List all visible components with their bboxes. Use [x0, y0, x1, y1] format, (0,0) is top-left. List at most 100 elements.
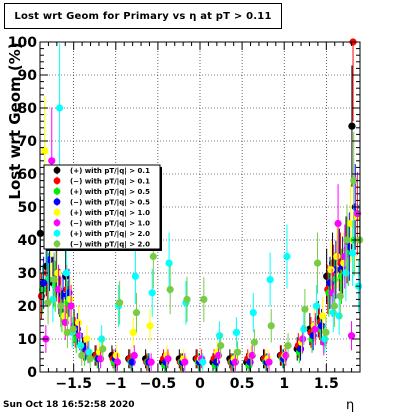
legend-label: (+) with pT/|q| > 0.1: [70, 167, 150, 176]
data-point: [199, 358, 207, 366]
data-point: [116, 299, 124, 307]
data-point: [149, 252, 157, 261]
data-point: [147, 358, 155, 366]
data-point: [59, 292, 67, 300]
data-point: [75, 332, 84, 340]
data-point: [164, 355, 172, 363]
data-point: [301, 305, 309, 313]
x-tick-label: −1: [105, 376, 126, 392]
data-point: [333, 252, 341, 261]
series-5: [42, 107, 362, 371]
data-point: [57, 302, 65, 310]
x-tick-label: −1.5: [55, 376, 92, 392]
data-point: [99, 345, 107, 353]
legend-label: (−) with pT/|q| > 0.5: [70, 198, 150, 207]
legend-label: (+) with pT/|q| > 1.0: [70, 209, 150, 218]
y-tick-label: 60: [18, 167, 38, 183]
data-point: [312, 302, 321, 310]
legend-box: [43, 164, 161, 250]
y-tick-label: 50: [18, 200, 38, 216]
data-point: [249, 309, 257, 317]
data-point: [78, 351, 86, 360]
data-point: [129, 328, 137, 336]
legend-label: (+) with pT/|q| > 2.0: [70, 230, 150, 239]
legend-marker: [53, 219, 61, 227]
data-point: [60, 312, 68, 320]
legend-marker: [53, 208, 61, 216]
y-axis-label-text: Lost wrt Geom (%): [6, 42, 24, 200]
data-point: [165, 259, 173, 267]
data-point: [215, 332, 224, 340]
data-point: [283, 252, 291, 261]
data-point: [86, 355, 94, 363]
chart-title: Lost wrt Geom for Primary vs η at pT > 0…: [14, 10, 272, 22]
data-point: [342, 269, 350, 277]
data-point: [48, 157, 56, 165]
data-point: [350, 177, 358, 185]
data-point: [200, 295, 208, 303]
data-point: [77, 342, 85, 350]
legend-marker: [53, 229, 61, 237]
data-point: [83, 335, 91, 343]
data-point: [345, 243, 353, 251]
legend-marker: [53, 198, 61, 206]
data-point: [44, 299, 52, 307]
data-point: [183, 295, 191, 303]
x-tick-label: 0: [195, 376, 205, 392]
data-point: [112, 351, 120, 360]
y-tick-label: 80: [18, 101, 38, 117]
data-point: [132, 309, 141, 317]
data-point: [336, 292, 344, 300]
data-point: [233, 348, 242, 356]
data-point: [343, 236, 351, 244]
data-point: [265, 358, 273, 366]
data-point: [40, 279, 48, 287]
data-point: [69, 325, 77, 333]
data-point: [250, 338, 258, 346]
data-point: [146, 322, 154, 330]
data-point: [98, 335, 106, 343]
data-point: [217, 342, 225, 350]
y-tick-label: 10: [18, 332, 38, 348]
data-point: [300, 325, 308, 333]
x-tick-label: 1: [279, 376, 289, 392]
data-point: [317, 322, 326, 330]
data-point: [85, 348, 93, 356]
data-point: [347, 332, 356, 340]
data-point: [349, 249, 357, 257]
data-point: [113, 358, 122, 366]
x-axis-label: η: [346, 398, 355, 413]
x-tick-label: 1.5: [314, 376, 339, 392]
y-tick-label: 0: [27, 365, 37, 381]
data-point: [41, 147, 49, 155]
y-tick-label: 20: [18, 299, 38, 315]
data-point: [181, 358, 189, 366]
data-point: [66, 295, 74, 303]
legend-label: (−) with pT/|q| > 1.0: [70, 219, 150, 228]
data-point: [322, 328, 330, 336]
data-point: [329, 309, 337, 317]
data-point: [335, 312, 343, 320]
y-tick-label: 40: [18, 233, 38, 249]
data-point: [74, 318, 83, 327]
chart-title-box: Lost wrt Geom for Primary vs η at pT > 0…: [4, 3, 282, 29]
x-tick-label: 0.5: [230, 376, 255, 392]
legend-marker: [53, 240, 61, 248]
data-point: [232, 328, 241, 336]
data-point: [45, 256, 54, 264]
legend-label: (−) with pT/|q| > 0.1: [70, 177, 150, 186]
data-point: [148, 289, 156, 297]
legend-label: (−) with pT/|q| > 2.0: [70, 240, 150, 249]
data-point: [321, 335, 329, 343]
data-point: [166, 285, 174, 294]
data-point: [299, 335, 307, 343]
data-point: [266, 276, 274, 284]
data-point: [348, 122, 356, 130]
data-point: [334, 219, 342, 228]
timestamp-footer: Sun Oct 18 16:52:58 2020: [3, 400, 135, 410]
data-point: [319, 312, 327, 320]
series-7: [44, 131, 364, 369]
legend-label: (+) with pT/|q| > 0.5: [70, 188, 150, 197]
data-point: [55, 104, 64, 112]
